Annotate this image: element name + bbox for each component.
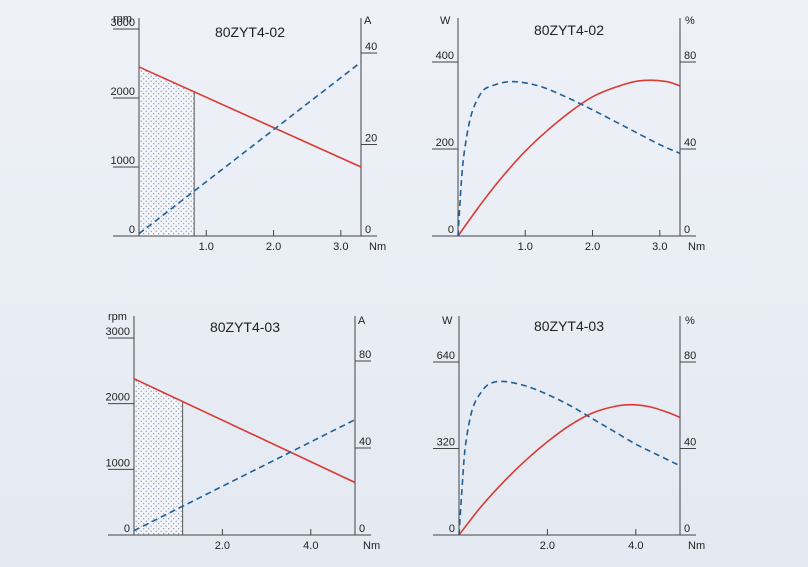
chart-title: 80ZYT4-02 bbox=[215, 24, 285, 40]
shaded-operating-region bbox=[139, 66, 195, 236]
x-tick-label: 3.0 bbox=[652, 241, 667, 253]
right-tick-label: 0 bbox=[359, 523, 365, 535]
dashed-series-line bbox=[138, 61, 362, 235]
dashed-series-line bbox=[457, 80, 681, 237]
right-tick-label: 80 bbox=[684, 350, 696, 362]
right-axis-unit: A bbox=[358, 315, 366, 327]
x-axis-unit: Nm bbox=[688, 241, 705, 253]
x-tick-label: 1.0 bbox=[518, 241, 533, 253]
right-tick-label: 0 bbox=[365, 224, 371, 236]
left-tick-label: 0 bbox=[448, 224, 454, 236]
x-axis-unit: Nm bbox=[363, 540, 380, 552]
left-axis-unit: rpm bbox=[113, 13, 132, 25]
chart-panel-3: 0 1000 2000 3000 0 40 80 2.0 4.0 rpm A Nm 80ZYT4-03 bbox=[106, 311, 381, 552]
right-axis-unit: A bbox=[364, 15, 372, 27]
left-tick-label: 1000 bbox=[111, 155, 135, 167]
left-tick-label: 1000 bbox=[106, 457, 130, 469]
left-tick-label: 3000 bbox=[106, 326, 130, 338]
chart-panel-1: 0 1000 2000 3000 0 20 40 1.0 2.0 3.0 rpm A Nm 80ZYT4-… bbox=[111, 13, 387, 253]
left-tick-label: 0 bbox=[124, 523, 130, 535]
x-tick-label: 2.0 bbox=[215, 540, 230, 552]
x-tick-label: 3.0 bbox=[333, 241, 348, 253]
right-tick-label: 80 bbox=[359, 349, 371, 361]
left-axis-unit: rpm bbox=[108, 311, 127, 323]
left-tick-label: 320 bbox=[437, 437, 455, 449]
right-tick-label: 20 bbox=[365, 133, 377, 145]
left-tick-label: 2000 bbox=[106, 392, 130, 404]
dashed-series-line bbox=[458, 380, 681, 536]
left-axis-unit: W bbox=[442, 315, 453, 327]
solid-series-line bbox=[133, 377, 356, 484]
x-axis-unit: Nm bbox=[369, 241, 386, 253]
left-tick-label: 0 bbox=[449, 523, 455, 535]
right-tick-label: 0 bbox=[684, 224, 690, 236]
right-tick-label: 40 bbox=[359, 436, 371, 448]
left-tick-label: 3000 bbox=[111, 17, 135, 29]
left-tick-label: 2000 bbox=[111, 86, 135, 98]
x-tick-label: 1.0 bbox=[199, 241, 214, 253]
right-tick-label: 0 bbox=[684, 523, 690, 535]
x-tick-label: 2.0 bbox=[585, 241, 600, 253]
right-axis-unit: % bbox=[685, 315, 695, 327]
left-axis-unit: W bbox=[440, 15, 451, 27]
x-tick-label: 4.0 bbox=[303, 540, 318, 552]
x-tick-label: 2.0 bbox=[266, 241, 281, 253]
left-tick-label: 0 bbox=[129, 224, 135, 236]
dashed-series-line bbox=[133, 419, 356, 532]
solid-series-line bbox=[458, 403, 681, 536]
right-tick-label: 40 bbox=[684, 137, 696, 149]
chart-panel-2: 0 200 400 0 40 80 1.0 2.0 3.0 W % Nm 80ZYT4-02 bbox=[432, 15, 705, 253]
right-tick-label: 40 bbox=[684, 437, 696, 449]
solid-series-line bbox=[138, 66, 362, 168]
right-tick-label: 40 bbox=[365, 41, 377, 53]
chart-title: 80ZYT4-03 bbox=[210, 319, 280, 335]
chart-title: 80ZYT4-03 bbox=[534, 318, 604, 334]
x-tick-label: 4.0 bbox=[628, 540, 643, 552]
chart-panel-4: 0 320 640 0 40 80 2.0 4.0 W % Nm 80ZYT4-03 bbox=[433, 315, 705, 552]
x-tick-label: 2.0 bbox=[540, 540, 555, 552]
solid-series-line bbox=[457, 79, 681, 237]
left-tick-label: 200 bbox=[436, 137, 454, 149]
x-axis-unit: Nm bbox=[688, 540, 705, 552]
right-tick-label: 80 bbox=[684, 50, 696, 62]
left-tick-label: 640 bbox=[437, 350, 455, 362]
left-tick-label: 400 bbox=[436, 50, 454, 62]
chart-title: 80ZYT4-02 bbox=[534, 22, 604, 38]
right-axis-unit: % bbox=[685, 15, 695, 27]
shaded-operating-region bbox=[134, 378, 183, 535]
